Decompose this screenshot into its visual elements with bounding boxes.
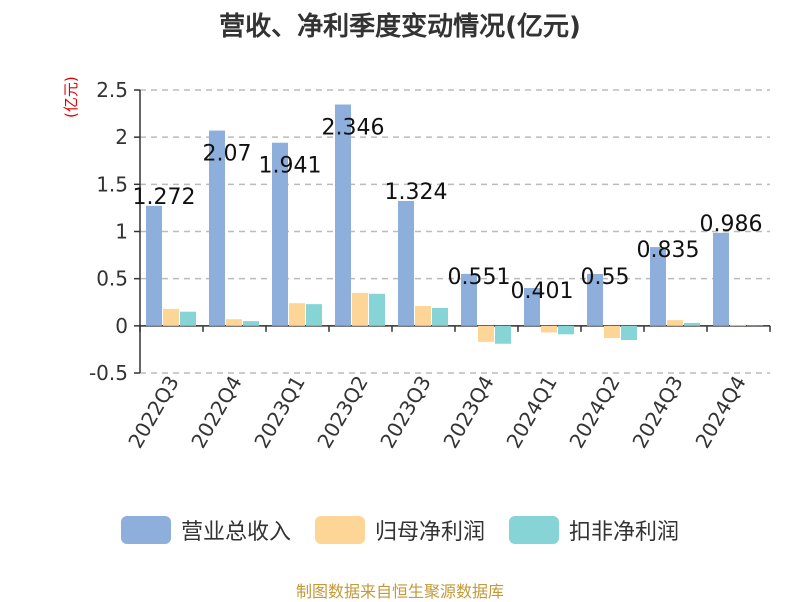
legend-item-deducted-profit[interactable]: 扣非净利润 bbox=[509, 514, 679, 546]
x-tick-label: 2024Q2 bbox=[564, 372, 624, 453]
x-tick-label: 2023Q4 bbox=[438, 372, 498, 453]
legend-label-deducted-profit: 扣非净利润 bbox=[569, 520, 680, 545]
x-tick-label: 2023Q3 bbox=[375, 372, 435, 453]
bar-deducted-profit[interactable] bbox=[243, 321, 259, 326]
legend: 营业总收入 归母净利润 扣非净利润 bbox=[0, 514, 800, 546]
bar-net-profit[interactable] bbox=[289, 303, 305, 326]
y-tick-label: 2 bbox=[115, 125, 128, 149]
x-tick-label: 2024Q1 bbox=[501, 372, 561, 453]
bar-deducted-profit[interactable] bbox=[495, 325, 511, 344]
bar-net-profit[interactable] bbox=[541, 325, 557, 333]
bar-deducted-profit[interactable] bbox=[180, 311, 196, 326]
bar-revenue[interactable] bbox=[209, 130, 225, 326]
data-label: 2.346 bbox=[322, 116, 385, 141]
source-note: 制图数据来自恒生聚源数据库 bbox=[295, 582, 504, 601]
data-label: 0.55 bbox=[581, 265, 630, 290]
bar-net-profit[interactable] bbox=[415, 306, 431, 326]
bar-revenue[interactable] bbox=[461, 273, 477, 326]
bar-net-profit[interactable] bbox=[730, 324, 746, 326]
bar-net-profit[interactable] bbox=[226, 319, 242, 326]
bar-deducted-profit[interactable] bbox=[432, 307, 448, 326]
bar-deducted-profit[interactable] bbox=[684, 323, 700, 326]
bar-deducted-profit[interactable] bbox=[621, 325, 637, 340]
data-label: 1.324 bbox=[385, 180, 448, 205]
bar-revenue[interactable] bbox=[146, 205, 162, 326]
bar-net-profit[interactable] bbox=[604, 325, 620, 339]
data-label: 1.272 bbox=[133, 185, 196, 210]
chart-title: 营收、净利季度变动情况(亿元) bbox=[219, 12, 581, 42]
bar-net-profit[interactable] bbox=[478, 325, 494, 342]
legend-swatch-revenue bbox=[120, 516, 171, 544]
x-tick-label: 2024Q3 bbox=[627, 372, 687, 453]
bar-revenue[interactable] bbox=[587, 273, 603, 326]
y-tick-label: 0.5 bbox=[96, 267, 128, 291]
bar-deducted-profit[interactable] bbox=[558, 325, 574, 335]
x-tick-label: 2022Q3 bbox=[123, 372, 183, 453]
bar-net-profit[interactable] bbox=[667, 320, 683, 326]
legend-item-net-profit[interactable]: 归母净利润 bbox=[314, 514, 485, 546]
legend-item-revenue[interactable]: 营业总收入 bbox=[120, 514, 291, 546]
x-tick-label: 2023Q1 bbox=[249, 372, 309, 453]
data-label: 0.551 bbox=[448, 265, 511, 290]
legend-label-net-profit: 归母净利润 bbox=[374, 520, 485, 545]
bar-revenue[interactable] bbox=[650, 247, 666, 326]
y-tick-label: -0.5 bbox=[89, 361, 128, 385]
data-label: 0.835 bbox=[637, 238, 700, 263]
y-tick-label: 0 bbox=[115, 314, 128, 338]
bar-deducted-profit[interactable] bbox=[369, 293, 385, 326]
bar-revenue[interactable] bbox=[524, 288, 540, 326]
bar-net-profit[interactable] bbox=[352, 292, 368, 326]
bar-revenue[interactable] bbox=[713, 232, 729, 326]
data-label: 0.401 bbox=[511, 279, 574, 304]
bar-revenue[interactable] bbox=[398, 200, 414, 326]
y-tick-label: 2.5 bbox=[96, 78, 128, 102]
bar-net-profit[interactable] bbox=[163, 308, 179, 326]
bar-deducted-profit[interactable] bbox=[306, 304, 322, 326]
data-label: 0.986 bbox=[700, 212, 763, 237]
legend-label-revenue: 营业总收入 bbox=[180, 520, 291, 545]
legend-swatch-deducted-profit bbox=[509, 516, 559, 544]
x-tick-label: 2023Q2 bbox=[312, 372, 372, 453]
x-tick-label: 2024Q4 bbox=[690, 372, 750, 453]
y-tick-label: 1 bbox=[115, 220, 128, 244]
y-tick-label: 1.5 bbox=[96, 172, 128, 196]
data-label: 1.941 bbox=[259, 154, 322, 179]
x-tick-label: 2022Q4 bbox=[186, 372, 246, 453]
legend-swatch-net-profit bbox=[314, 516, 365, 544]
bar-revenue[interactable] bbox=[272, 142, 288, 326]
bar-deducted-profit[interactable] bbox=[747, 325, 763, 326]
data-label: 2.07 bbox=[203, 142, 252, 167]
bar-revenue[interactable] bbox=[335, 104, 351, 326]
